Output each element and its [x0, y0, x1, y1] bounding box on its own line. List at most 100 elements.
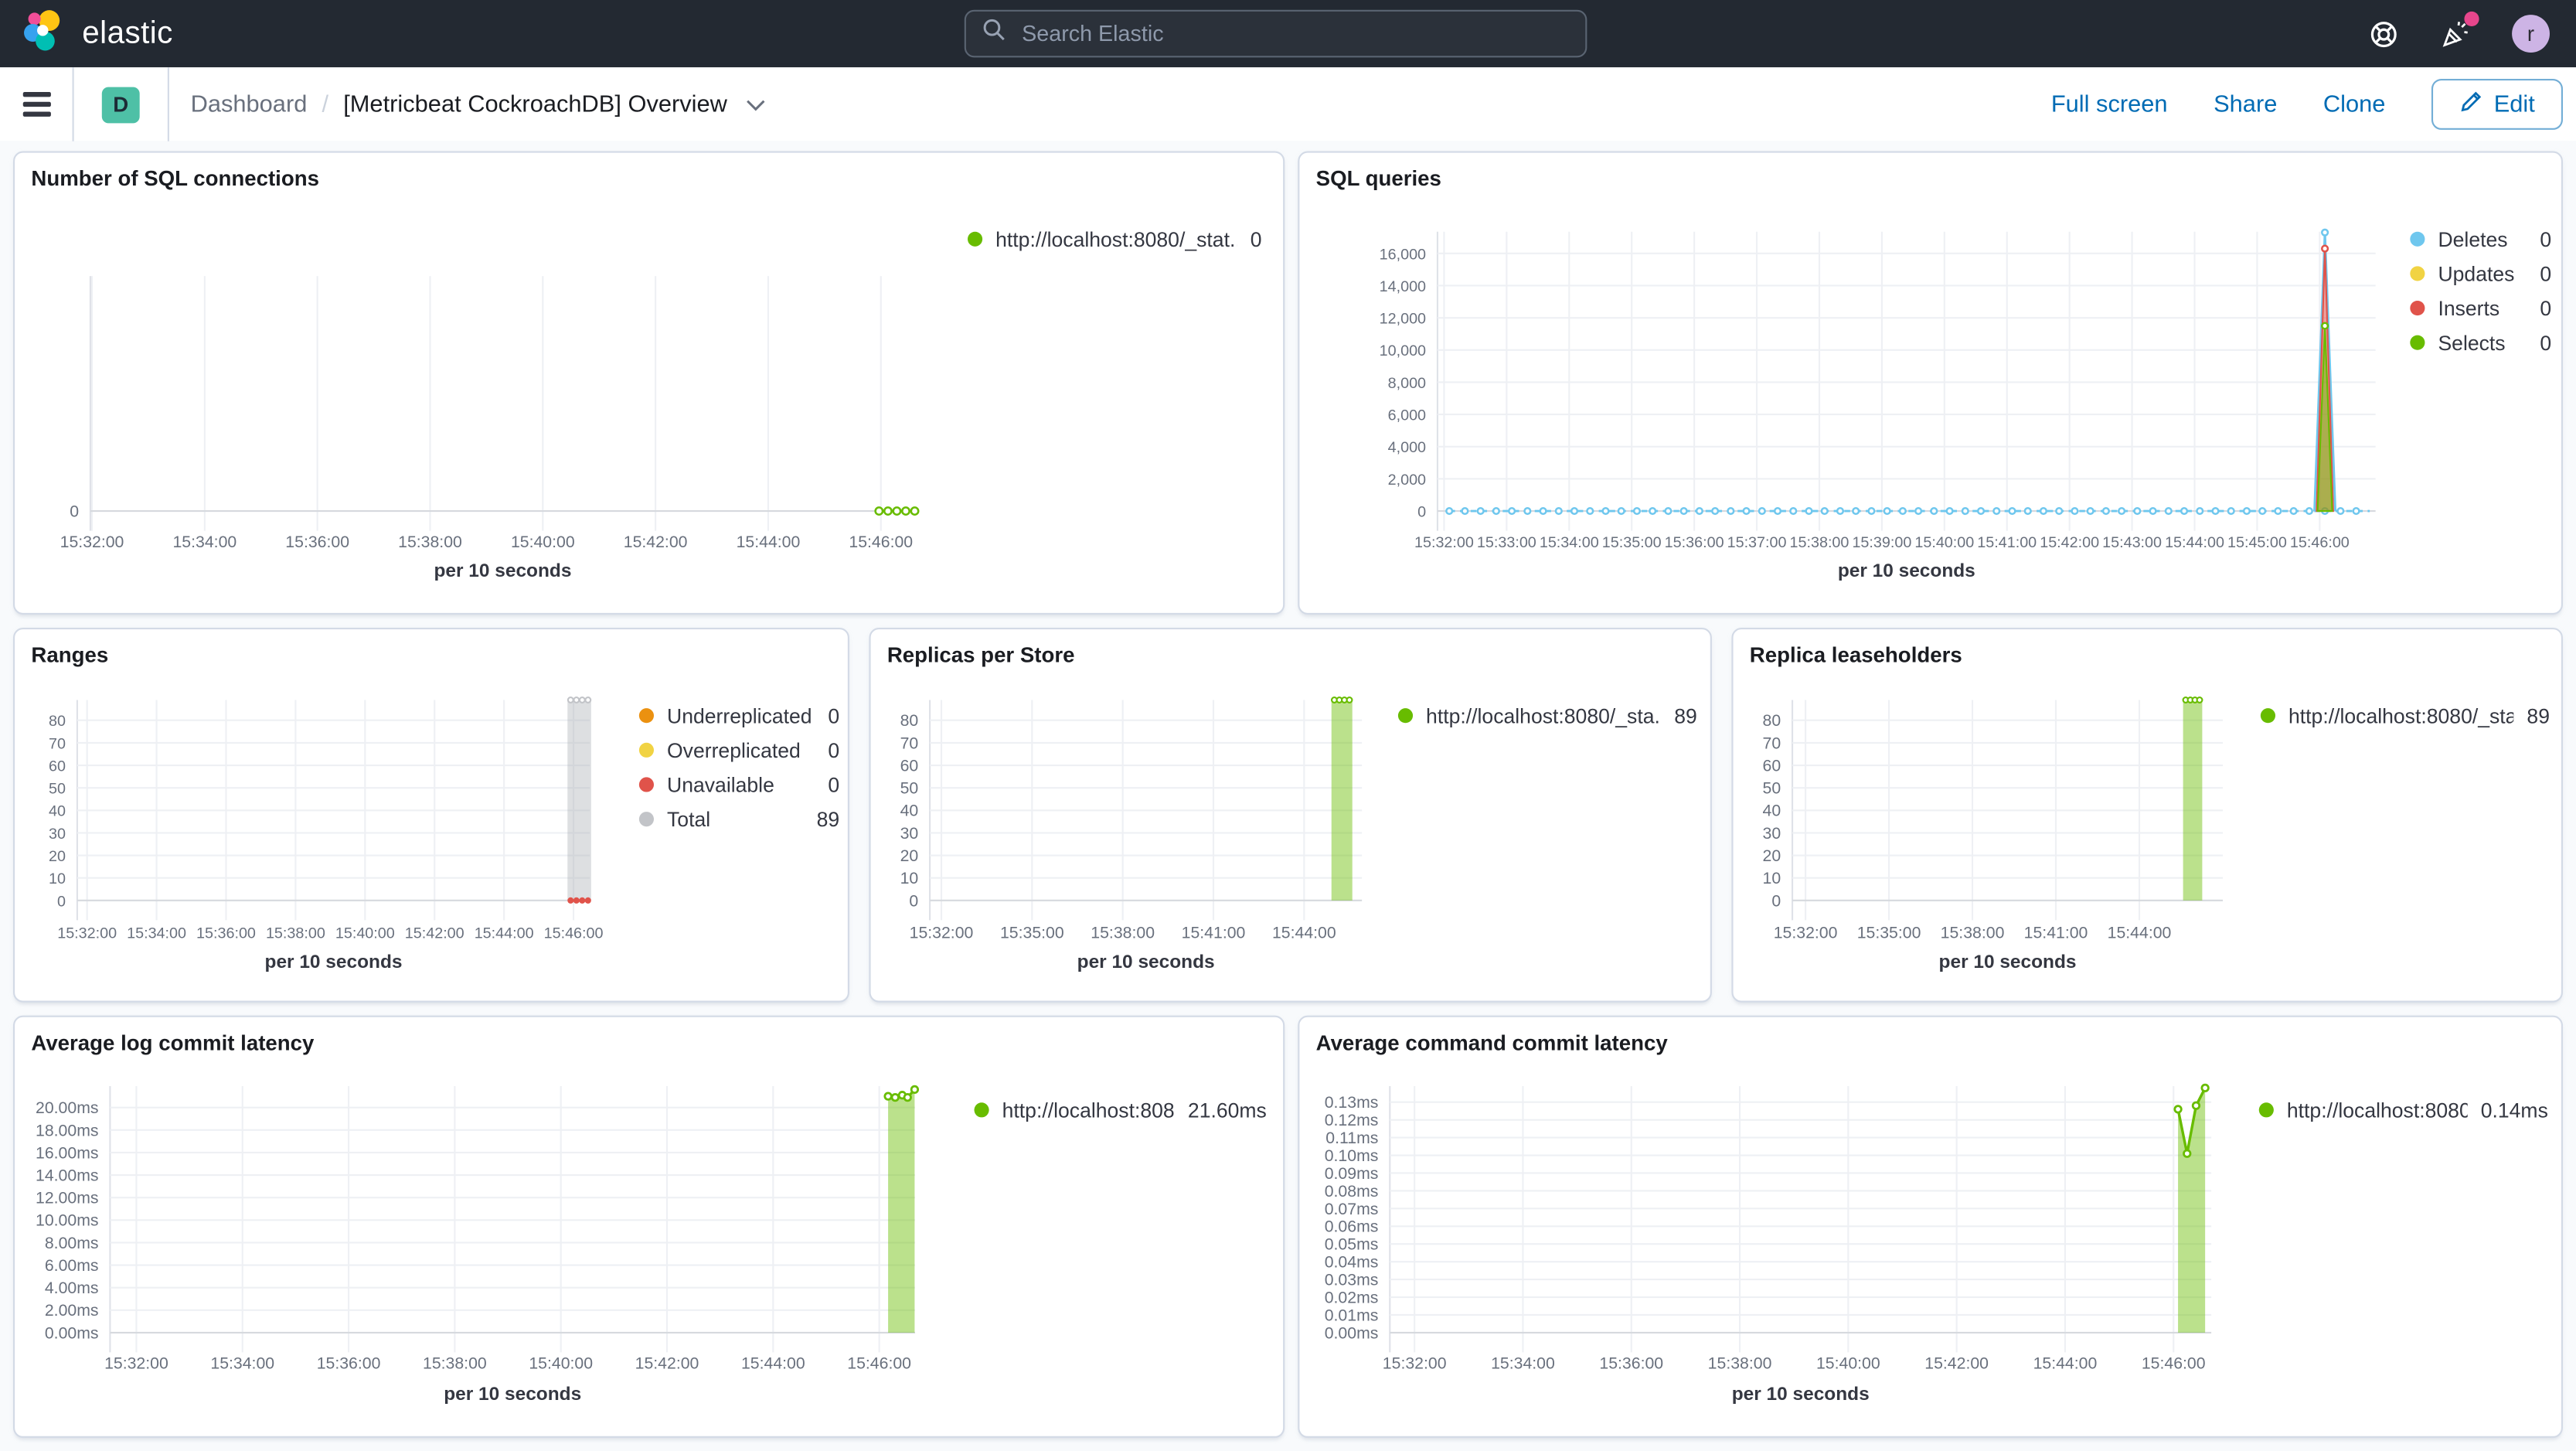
y-tick-label: 0.02ms [1325, 1288, 1379, 1306]
x-axis-label: per 10 seconds [434, 560, 571, 581]
menu-button[interactable] [0, 67, 73, 141]
marker [883, 506, 893, 516]
x-tick-label: 15:36:00 [1599, 1354, 1663, 1373]
y-tick-label: 0.05ms [1325, 1235, 1379, 1254]
legend-value: 89 [1674, 703, 1697, 727]
chart-sql-queries[interactable]: 15:32:00 15:33:00 15:34:00 15:35:00 15:36:00… [1299, 153, 2563, 615]
legend-item[interactable]: Underreplicated 0 [638, 704, 839, 727]
x-tick-label: 15:44:00 [2165, 534, 2224, 551]
panel-replicas-per-store: Replicas per Store 15:32:00 15:35:00 15:38… [869, 627, 1712, 1003]
marker [1930, 506, 1938, 516]
space-badge[interactable]: D [101, 86, 140, 123]
y-tick-label: 40 [900, 802, 919, 820]
dashboard-grid: Number of SQL connections 15:32:00 15:34:… [0, 141, 2576, 1451]
y-tick-label: 0.00ms [45, 1323, 99, 1342]
marker [1570, 506, 1579, 516]
user-avatar[interactable]: r [2512, 15, 2550, 53]
chevron-down-icon[interactable] [745, 97, 765, 111]
ranges-series-unavailable-dot [579, 897, 586, 904]
space-badge-label: D [113, 92, 129, 117]
legend-item[interactable]: http://localhost:8080/_sta... 89 [2260, 704, 2550, 727]
x-tick-label: 15:32:00 [104, 1354, 168, 1373]
divider [167, 67, 169, 141]
replicas_per_store-series-replicas-bar [1331, 700, 1353, 901]
marker [1961, 506, 1969, 516]
marker [1586, 506, 1594, 516]
marker [2191, 1101, 2201, 1110]
x-tick-label: 15:32:00 [57, 925, 117, 942]
legend-item[interactable]: http://localhost:808... 21.60ms [974, 1098, 1267, 1122]
marker [1836, 506, 1845, 516]
marker [2321, 244, 2329, 253]
edit-button[interactable]: Edit [2431, 79, 2563, 130]
y-tick-label: 6,000 [1388, 407, 1426, 424]
full-screen-button[interactable]: Full screen [2050, 90, 2168, 118]
legend-item[interactable]: http://localhost:8080/_sta... 89 [1397, 703, 1697, 727]
x-axis-label: per 10 seconds [444, 1384, 581, 1405]
marker [2352, 506, 2360, 516]
x-tick-label: 15:38:00 [1790, 534, 1849, 551]
legend-dot-icon [968, 231, 983, 247]
y-tick-label: 10.00ms [36, 1211, 99, 1230]
x-tick-label: 15:34:00 [172, 533, 237, 551]
legend-dot-icon [638, 812, 655, 827]
x-tick-label: 15:36:00 [285, 533, 349, 551]
legend-item[interactable]: Unavailable 0 [638, 773, 839, 796]
marker [1820, 506, 1829, 516]
legend-value: 0 [2540, 296, 2552, 320]
x-tick-label: 15:40:00 [1914, 534, 1974, 551]
header-actions: r [2367, 0, 2576, 67]
chart-replicas-per-store[interactable]: 15:32:00 15:35:00 15:38:00 15:41:00 15:44:00… [871, 629, 1712, 1003]
chart-replica-leaseholders[interactable]: 15:32:00 15:35:00 15:38:00 15:41:00 15:44:00… [1734, 629, 2563, 1003]
marker [1617, 506, 1625, 516]
marker [1992, 506, 2001, 516]
command_commit_latency-series-latency-line [2176, 1087, 2207, 1154]
panel-title: Replicas per Store [886, 642, 1075, 668]
legend-item[interactable]: Updates 0 [2410, 262, 2551, 285]
chart-number-of-sql-connections[interactable]: 15:32:00 15:34:00 15:36:00 15:38:00 15:40:00… [15, 153, 1285, 615]
legend-item[interactable]: http://localhost:8080... 0.14ms [2258, 1098, 2548, 1122]
help-button[interactable] [2367, 17, 2401, 50]
legend: http://localhost:8080/_stat... 0 [968, 227, 1261, 263]
marker [910, 506, 920, 516]
breadcrumb-dashboard-link[interactable]: Dashboard [190, 90, 308, 118]
y-tick-label: 30 [49, 826, 66, 843]
marker [1445, 506, 1454, 516]
search-icon [982, 18, 1006, 49]
y-tick-label: 0.06ms [1325, 1218, 1379, 1236]
legend-value: 0 [2540, 227, 2552, 251]
legend-item[interactable]: Overreplicated 0 [638, 738, 839, 761]
legend-dot-icon [2410, 335, 2425, 350]
chart-ranges[interactable]: 15:32:00 15:34:00 15:36:00 15:38:00 15:40:00… [15, 629, 849, 1003]
x-axis-label: per 10 seconds [1077, 952, 1215, 972]
y-tick-label: 70 [1763, 734, 1781, 752]
y-tick-label: 18.00ms [36, 1121, 99, 1139]
chart-average-log-commit-latency[interactable]: 15:32:00 15:34:00 15:36:00 15:38:00 15:40:00… [15, 1017, 1285, 1438]
news-button[interactable] [2440, 10, 2479, 50]
marker [2196, 697, 2203, 703]
legend-value: 21.60ms [1187, 1098, 1267, 1122]
y-tick-label: 40 [49, 803, 66, 820]
x-tick-label: 15:38:00 [266, 925, 325, 942]
x-tick-label: 15:42:00 [405, 925, 464, 942]
x-tick-label: 15:34:00 [127, 925, 186, 942]
x-tick-label: 15:36:00 [1665, 534, 1724, 551]
legend-item[interactable]: http://localhost:8080/_stat... 0 [968, 227, 1261, 250]
panel-title: Replica leaseholders [1749, 642, 1962, 668]
legend-item[interactable]: Selects 0 [2410, 331, 2551, 354]
y-tick-label: 30 [1763, 824, 1781, 843]
marker [2086, 506, 2094, 516]
x-tick-label: 15:46:00 [849, 533, 913, 551]
legend-item[interactable]: Inserts 0 [2410, 296, 2552, 320]
search-input[interactable] [1018, 19, 1569, 48]
share-button[interactable]: Share [2214, 90, 2278, 118]
global-search-box[interactable] [964, 9, 1587, 58]
y-tick-label: 60 [49, 758, 66, 775]
chart-average-command-commit-latency[interactable]: 15:32:00 15:34:00 15:36:00 15:38:00 15:40:00… [1299, 1017, 2563, 1438]
marker [1758, 506, 1766, 516]
legend-item[interactable]: Total 89 [638, 808, 839, 831]
x-tick-label: 15:41:00 [2024, 924, 2088, 942]
legend-item[interactable]: Deletes 0 [2410, 227, 2552, 251]
clone-button[interactable]: Clone [2322, 90, 2386, 118]
elastic-home-link[interactable]: elastic [0, 8, 173, 60]
